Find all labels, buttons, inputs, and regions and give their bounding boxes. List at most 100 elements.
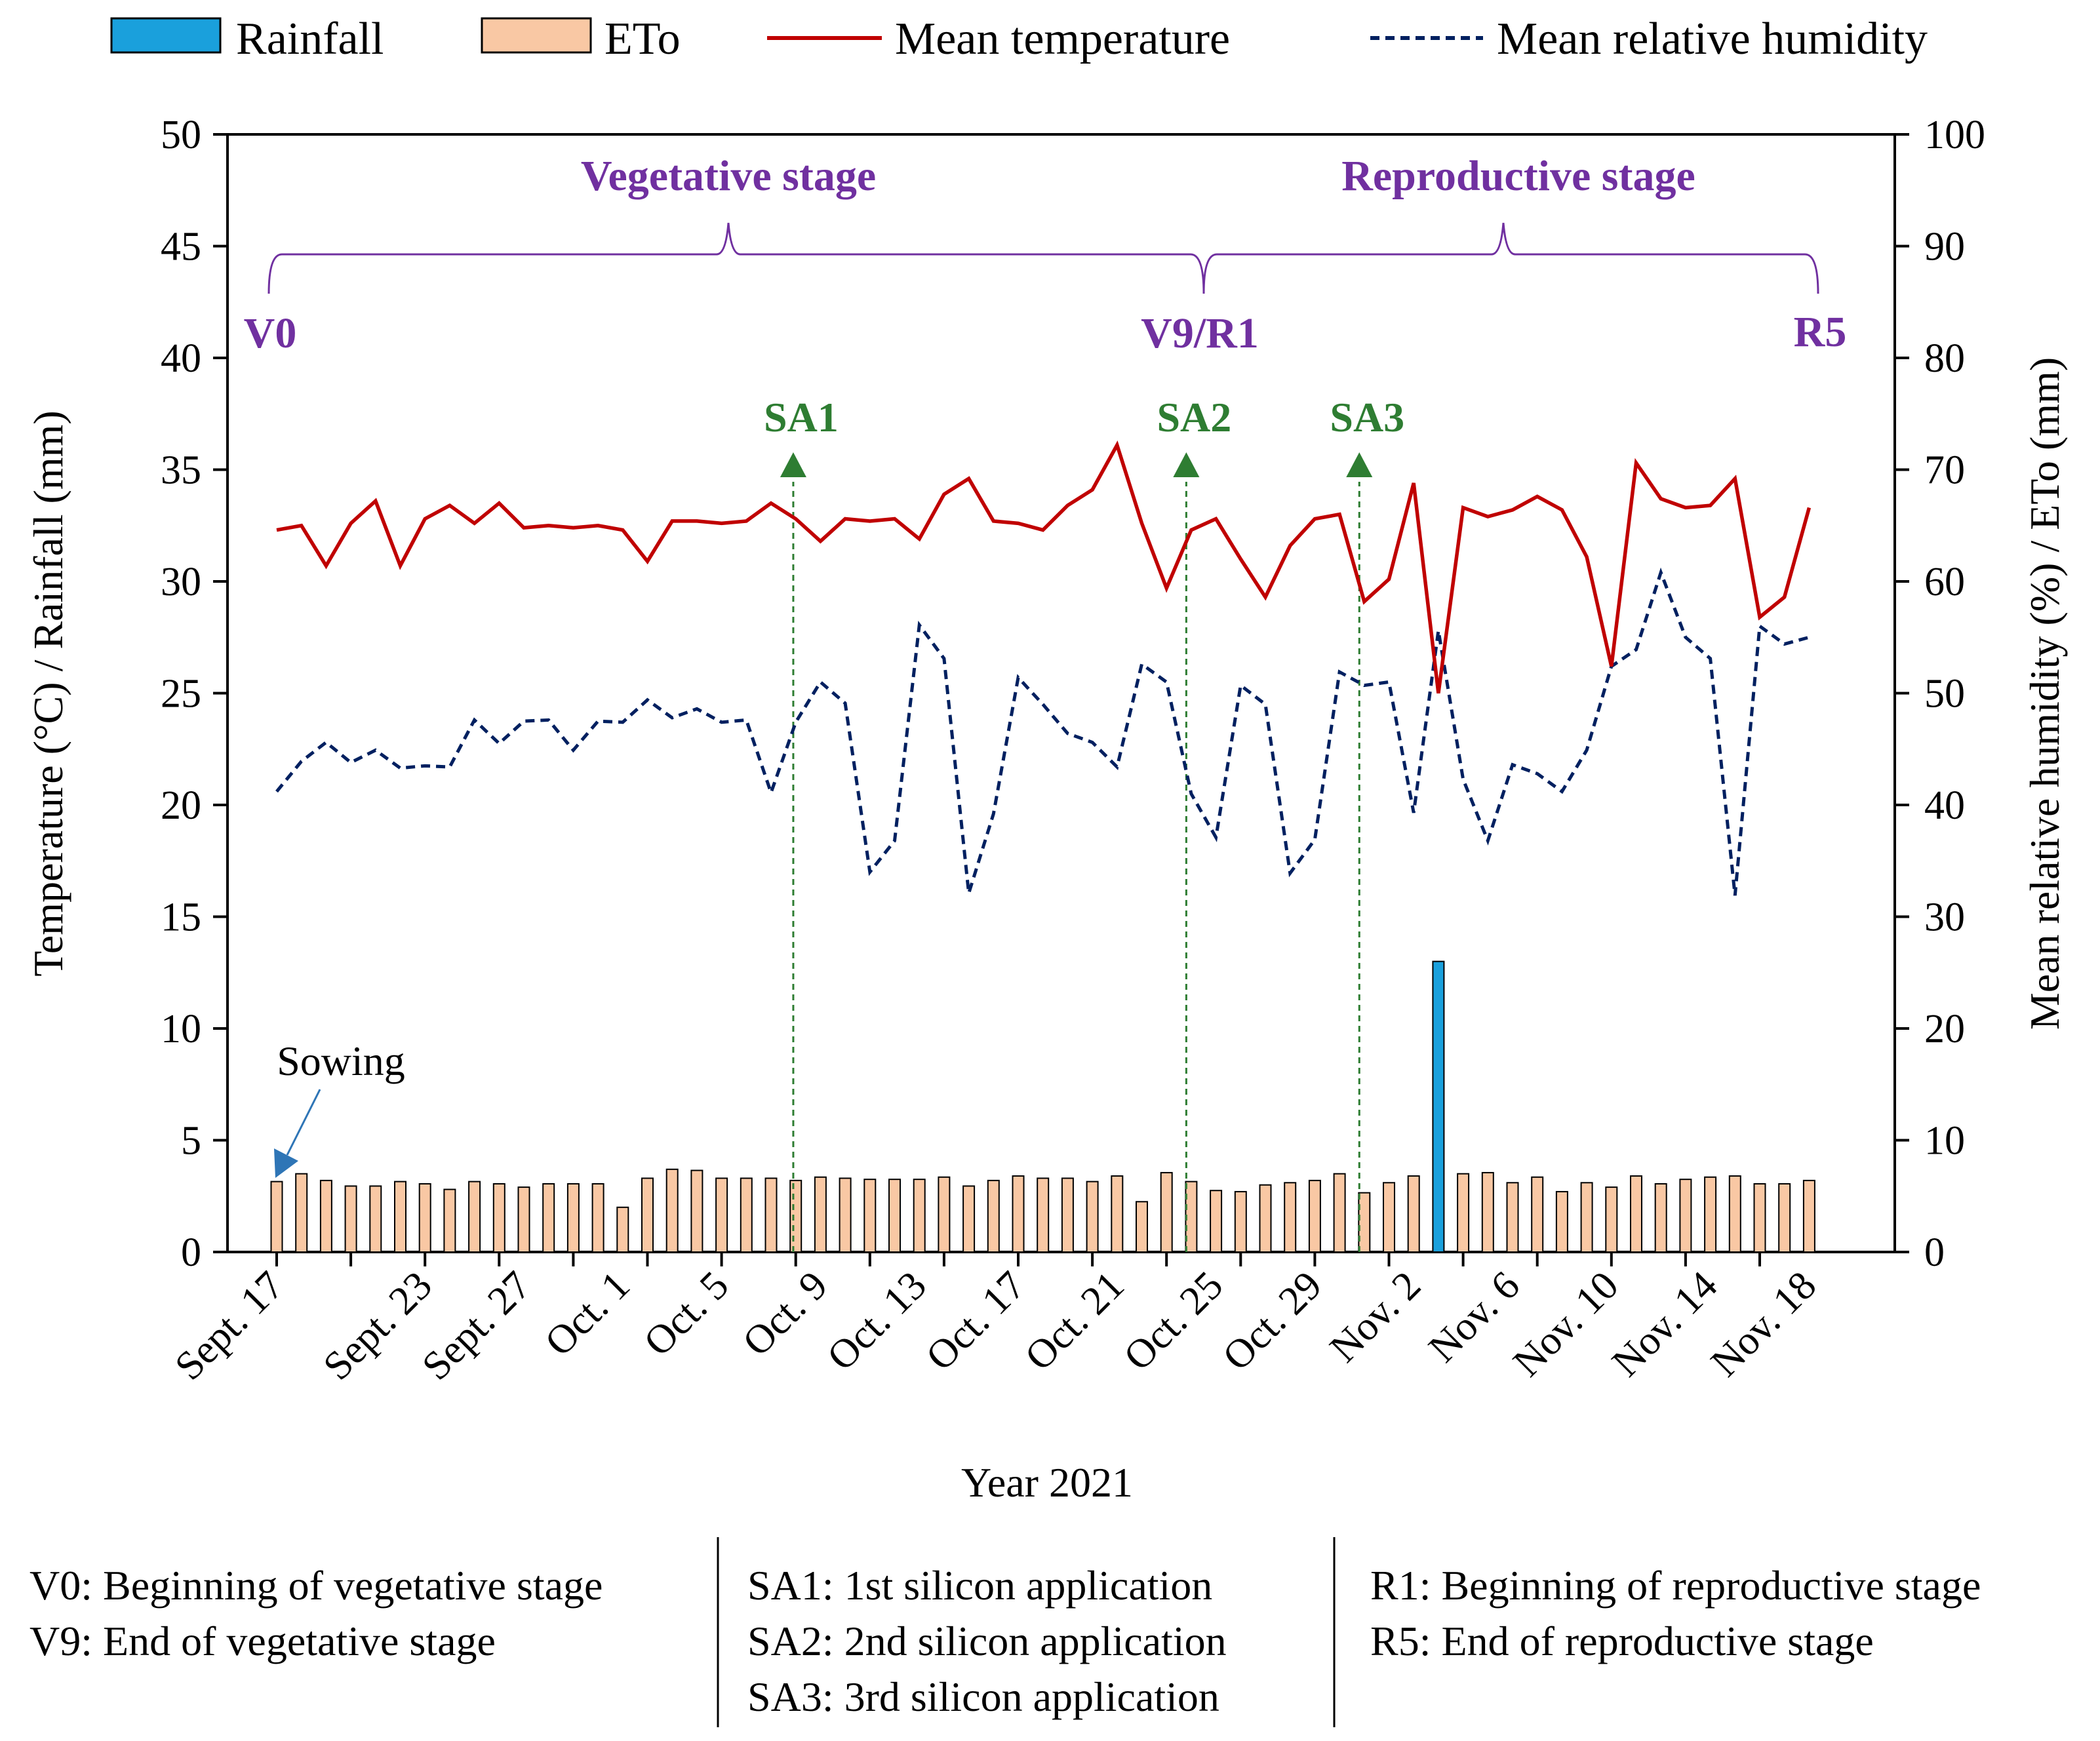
eto-bar (1061, 1177, 1074, 1253)
left-tick-label: 20 (161, 783, 201, 828)
footnote-line: V9: End of vegetative stage (30, 1618, 496, 1664)
x-tick-label: Oct. 29 (1214, 1263, 1330, 1379)
x-tick-label: Oct. 5 (635, 1263, 737, 1365)
legend-rainfall-label: Rainfall (236, 14, 384, 64)
eto-bar (839, 1177, 852, 1253)
eto-bar (1654, 1183, 1667, 1253)
eto-bar (566, 1183, 580, 1253)
x-axis-title: Year 2021 (961, 1459, 1133, 1506)
eto-bar (1457, 1173, 1470, 1253)
eto-bar (1778, 1183, 1791, 1253)
legend-rainfall-swatch (110, 17, 222, 54)
eto-bar (913, 1179, 926, 1253)
eto-bar (443, 1188, 456, 1253)
eto-bar (616, 1206, 629, 1253)
vegetative-stage-brace (267, 222, 1205, 294)
footnote-line: SA2: 2nd silicon application (747, 1618, 1227, 1664)
sa-arrowhead (1346, 452, 1373, 477)
eto-bar (542, 1183, 555, 1253)
eto-bar (789, 1179, 802, 1253)
eto-bar (1086, 1181, 1099, 1253)
eto-bar (1531, 1176, 1544, 1253)
vegetative-stage-label: Vegetative stage (581, 152, 876, 200)
stage-marker-label: V9/R1 (1141, 309, 1259, 357)
left-tick-label: 5 (181, 1119, 201, 1164)
footnote-line: SA3: 3rd silicon application (747, 1673, 1219, 1720)
eto-bar (1284, 1182, 1297, 1253)
right-tick-label: 20 (1924, 1007, 1965, 1051)
sowing-arrow-line (286, 1089, 321, 1156)
eto-bar (1506, 1182, 1519, 1253)
eto-bar (369, 1185, 382, 1253)
stage-marker-label: V0 (244, 309, 297, 357)
bar-series (270, 960, 1815, 1253)
eto-bar (641, 1177, 654, 1253)
reproductive-stage-label: Reproductive stage (1341, 152, 1695, 200)
eto-bar (1555, 1190, 1568, 1253)
eto-bar (863, 1179, 877, 1253)
left-axis-ticks: 0 5 10 15 20 25 30 35 40 45 50 (161, 113, 228, 1275)
left-tick-label: 30 (161, 560, 201, 604)
right-tick-label: 10 (1924, 1119, 1965, 1164)
eto-bar (295, 1173, 308, 1253)
humidity-line (275, 567, 1810, 896)
eto-bar (1383, 1182, 1395, 1253)
eto-bar (591, 1183, 604, 1253)
left-tick-label: 25 (161, 672, 201, 716)
x-tick-label: Oct. 1 (536, 1263, 638, 1365)
line-series (275, 440, 1812, 896)
footnote-line: SA1: 1st silicon application (747, 1562, 1212, 1609)
x-tick-label: Oct. 21 (1017, 1263, 1133, 1379)
left-tick-label: 50 (161, 113, 201, 157)
eto-bar (938, 1176, 951, 1253)
right-tick-label: 50 (1924, 672, 1965, 716)
x-tick-label: Oct. 13 (819, 1263, 935, 1379)
eto-bar (690, 1169, 703, 1253)
eto-bar (1679, 1179, 1692, 1253)
eto-bar (1037, 1177, 1050, 1253)
right-axis-title: Mean relative humidity (%) / ETo (mm) (2021, 357, 2068, 1030)
eto-bar (418, 1183, 431, 1253)
right-tick-label: 70 (1924, 448, 1965, 493)
eto-bar (1358, 1192, 1371, 1253)
x-tick-label: Sept. 27 (414, 1263, 540, 1389)
right-tick-label: 90 (1924, 225, 1965, 269)
eto-bar (665, 1168, 679, 1253)
eto-bar (1234, 1190, 1247, 1253)
eto-bar (764, 1177, 778, 1253)
eto-bar (319, 1179, 332, 1253)
eto-bar (468, 1181, 481, 1253)
eto-bar (1333, 1173, 1346, 1253)
sowing-arrowhead (274, 1148, 298, 1178)
stage-marker-label: R5 (1794, 308, 1847, 356)
eto-bar (1210, 1190, 1223, 1253)
eto-bar (1728, 1175, 1741, 1253)
temperature-line (276, 440, 1812, 694)
left-axis-title: Temperature (°C) / Rainfall (mm) (25, 410, 71, 976)
eto-bar (1185, 1181, 1198, 1253)
eto-bar (1407, 1175, 1420, 1253)
right-axis-ticks: 0 10 20 30 40 50 60 70 80 90 100 (1895, 113, 1985, 1275)
eto-bar (987, 1179, 1000, 1253)
right-tick-label: 60 (1924, 560, 1965, 604)
plot-area-frame (226, 133, 1896, 1253)
legend-humidity-label: Mean relative humidity (1497, 14, 1928, 64)
x-tick-label: Nov. 10 (1505, 1263, 1627, 1385)
sa-arrowhead (1173, 452, 1200, 477)
eto-bar (814, 1176, 827, 1253)
right-tick-label: 80 (1924, 336, 1965, 381)
x-tick-label: Oct. 25 (1115, 1263, 1231, 1379)
footnote-definitions: V0: Beginning of vegetative stage V9: End… (30, 1537, 1981, 1727)
sowing-annotation: Sowing (274, 1038, 405, 1178)
right-tick-label: 30 (1924, 895, 1965, 940)
eto-bar (394, 1181, 406, 1253)
eto-bar (1704, 1176, 1717, 1253)
footnote-line: R5: End of reproductive stage (1370, 1618, 1874, 1664)
stage-annotations: Vegetative stage Reproductive stage V0 V9/R… (244, 152, 1847, 357)
eto-bar (1630, 1175, 1642, 1253)
left-tick-label: 0 (181, 1230, 201, 1275)
eto-bar (1259, 1184, 1272, 1253)
eto-bar (517, 1186, 530, 1253)
left-tick-label: 40 (161, 336, 201, 381)
